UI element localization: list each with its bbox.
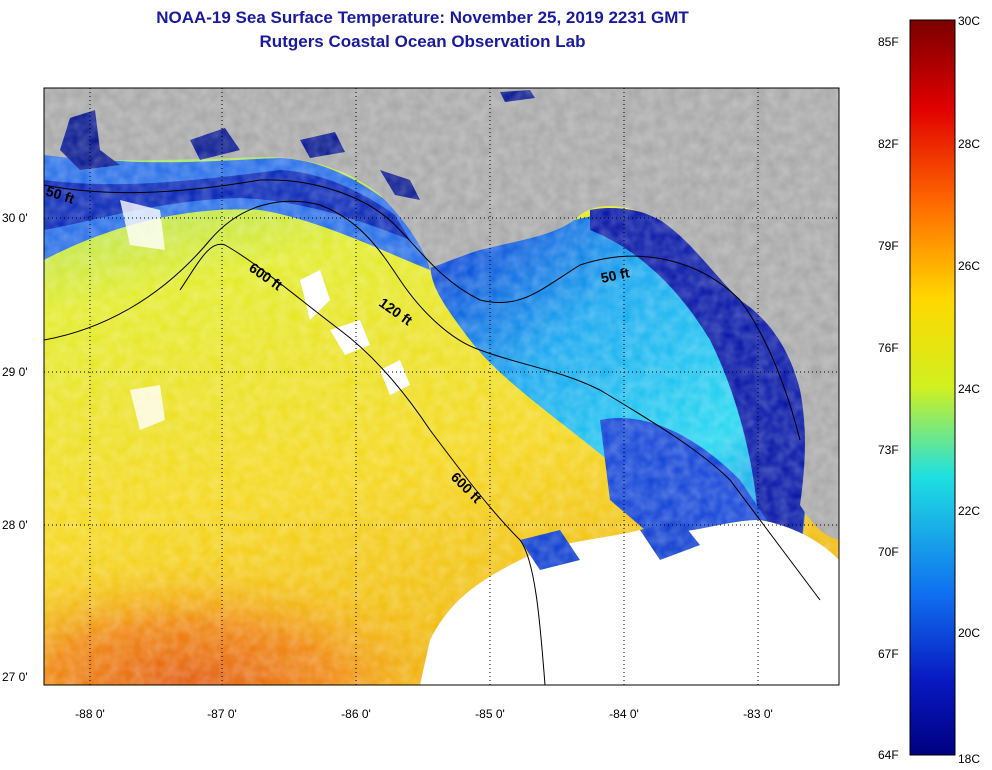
colorbar-f-label: 70F <box>878 545 899 559</box>
colorbar-f-label: 76F <box>878 341 899 355</box>
colorbar <box>909 19 956 756</box>
lon-label: -86 0' <box>341 707 371 721</box>
colorbar-c-label: 30C <box>958 14 981 28</box>
colorbar-f-label: 64F <box>878 748 899 762</box>
lat-label: 28 0' <box>2 518 28 532</box>
lon-label: -88 0' <box>75 707 105 721</box>
colorbar-f-label: 73F <box>878 443 899 457</box>
contour-120ft <box>44 200 821 601</box>
map-title: NOAA-19 Sea Surface Temperature: Novembe… <box>156 8 689 27</box>
lon-label: -84 0' <box>609 707 639 721</box>
lon-label: -85 0' <box>475 707 505 721</box>
colorbar-c-label: 24C <box>958 382 981 396</box>
map-frame <box>43 87 840 686</box>
colorbar-c-label: 28C <box>958 137 981 151</box>
colorbar-f-label: 67F <box>878 647 899 661</box>
lat-label: 29 0' <box>2 365 28 379</box>
colorbar-f-label: 85F <box>878 35 899 49</box>
colorbar-c-label: 26C <box>958 259 981 273</box>
contour-600ft <box>179 243 546 685</box>
lon-label: -87 0' <box>207 707 237 721</box>
contour-50ft <box>44 179 801 441</box>
colorbar-c-label: 18C <box>958 752 981 766</box>
colorbar-f-label: 82F <box>878 137 899 151</box>
contour-label-50ft-east: 50 ft <box>599 264 631 286</box>
colorbar-f-label: 79F <box>878 239 899 253</box>
graticule <box>44 88 839 685</box>
texture-overlay <box>44 88 839 685</box>
lat-label: 30 0' <box>2 211 28 225</box>
lon-label: -83 0' <box>743 707 773 721</box>
colorbar-c-label: 22C <box>958 504 981 518</box>
lat-label: 27 0' <box>2 670 28 684</box>
colorbar-c-label: 20C <box>958 626 981 640</box>
map-subtitle: Rutgers Coastal Ocean Observation Lab <box>259 32 586 51</box>
